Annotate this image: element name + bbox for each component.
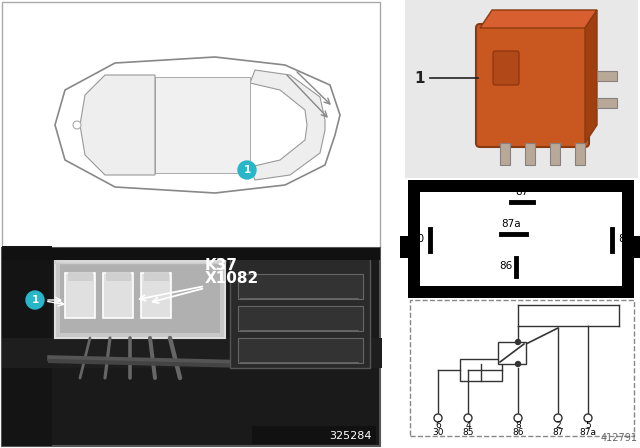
- Bar: [550, 143, 560, 165]
- Bar: [65, 273, 95, 318]
- Bar: [238, 274, 363, 299]
- FancyBboxPatch shape: [493, 51, 519, 85]
- Bar: [2, 248, 380, 446]
- Text: X1082: X1082: [205, 271, 259, 286]
- Bar: [410, 300, 634, 436]
- Bar: [55, 258, 225, 338]
- Text: 5: 5: [585, 421, 591, 430]
- Circle shape: [584, 414, 592, 422]
- Bar: [252, 426, 376, 444]
- Bar: [525, 143, 535, 165]
- Text: 4: 4: [465, 421, 471, 430]
- Text: 1: 1: [415, 70, 425, 86]
- Text: 8: 8: [515, 421, 521, 430]
- Bar: [2, 2, 380, 248]
- Circle shape: [434, 414, 442, 422]
- Text: 2: 2: [555, 421, 561, 430]
- Text: 1: 1: [31, 295, 38, 305]
- Bar: [498, 342, 526, 364]
- Bar: [597, 71, 617, 81]
- Circle shape: [514, 414, 522, 422]
- Circle shape: [515, 340, 520, 345]
- Polygon shape: [250, 70, 325, 180]
- Text: 412791: 412791: [601, 433, 638, 443]
- Polygon shape: [480, 10, 597, 28]
- Bar: [500, 143, 510, 165]
- Text: 86: 86: [512, 427, 524, 436]
- Text: 30: 30: [432, 427, 444, 436]
- Bar: [597, 98, 617, 108]
- Bar: [103, 273, 133, 318]
- Text: K37: K37: [205, 258, 238, 273]
- Text: 87a: 87a: [579, 427, 596, 436]
- Text: 85: 85: [618, 234, 631, 244]
- Bar: [460, 359, 502, 381]
- Circle shape: [554, 414, 562, 422]
- Bar: [68, 272, 92, 280]
- Text: 1: 1: [243, 165, 251, 175]
- Bar: [106, 272, 130, 280]
- Text: 6: 6: [435, 421, 441, 430]
- Text: 30: 30: [411, 234, 424, 244]
- Bar: [230, 248, 370, 368]
- Bar: [60, 263, 220, 333]
- Circle shape: [464, 414, 472, 422]
- Bar: [400, 236, 408, 258]
- Text: 87a: 87a: [501, 219, 521, 229]
- Bar: [575, 143, 585, 165]
- FancyBboxPatch shape: [476, 24, 589, 147]
- Bar: [2, 248, 380, 260]
- Text: 87: 87: [552, 427, 564, 436]
- Text: 85: 85: [462, 427, 474, 436]
- Polygon shape: [55, 57, 340, 193]
- Bar: [238, 338, 363, 363]
- Text: 87: 87: [515, 187, 529, 197]
- Bar: [2, 338, 382, 368]
- Bar: [141, 273, 171, 318]
- Polygon shape: [155, 77, 250, 173]
- Circle shape: [26, 291, 44, 309]
- Circle shape: [238, 161, 256, 179]
- Bar: [420, 192, 622, 286]
- Bar: [634, 236, 640, 258]
- Text: 86: 86: [499, 261, 512, 271]
- Circle shape: [515, 362, 520, 366]
- Bar: [2, 246, 52, 446]
- Bar: [55, 253, 225, 263]
- Bar: [405, 0, 638, 178]
- Polygon shape: [585, 10, 597, 143]
- Text: 325284: 325284: [330, 431, 372, 441]
- Circle shape: [73, 121, 81, 129]
- Polygon shape: [80, 75, 155, 175]
- Bar: [238, 306, 363, 331]
- Bar: [408, 180, 634, 298]
- Bar: [144, 272, 168, 280]
